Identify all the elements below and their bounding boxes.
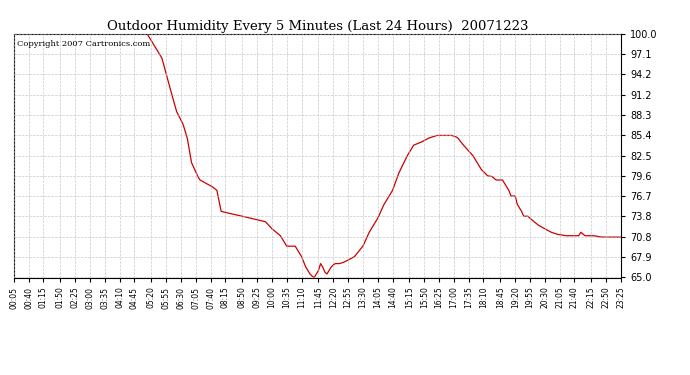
Title: Outdoor Humidity Every 5 Minutes (Last 24 Hours)  20071223: Outdoor Humidity Every 5 Minutes (Last 2… xyxy=(107,20,528,33)
Text: Copyright 2007 Cartronics.com: Copyright 2007 Cartronics.com xyxy=(17,40,150,48)
